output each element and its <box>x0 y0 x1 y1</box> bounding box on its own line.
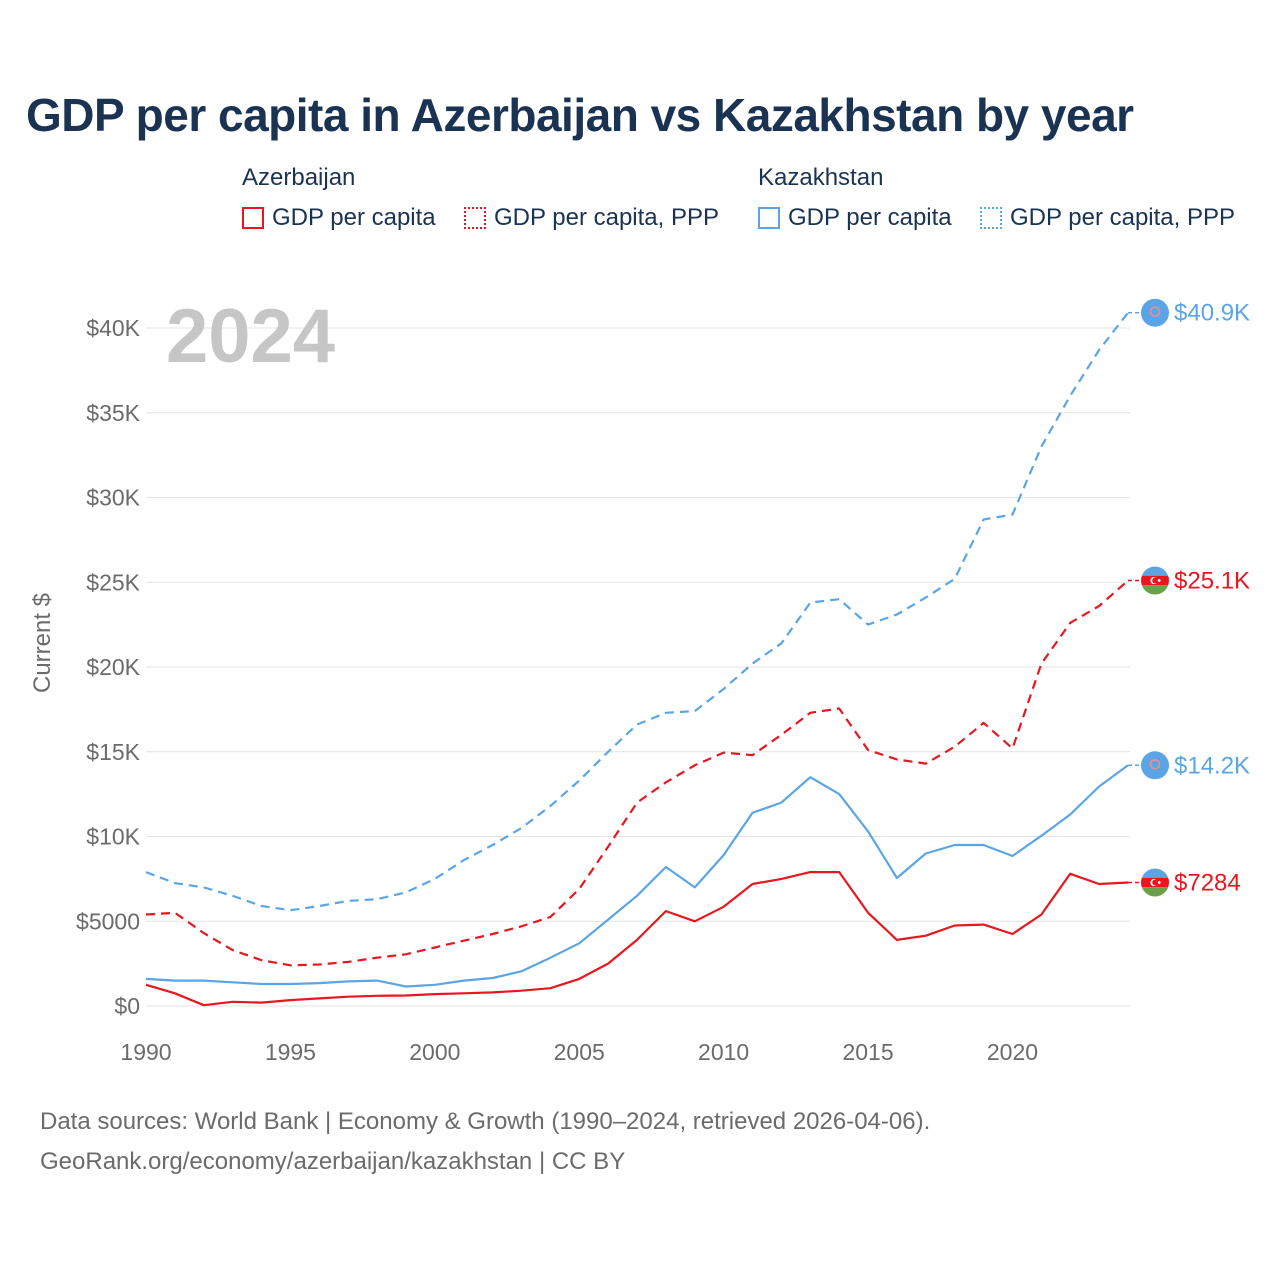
footer-sources: Data sources: World Bank | Economy & Gro… <box>40 1108 931 1135</box>
azerbaijan-flag-icon <box>1141 868 1169 897</box>
legend-item-kazakhstan-gdp-ppp[interactable]: GDP per capita, PPP <box>980 204 1235 232</box>
y-tick-label: $10K <box>86 824 140 850</box>
series-line-azerbaijan-gdp-per-capita <box>145 870 1129 1007</box>
y-tick-label: $15K <box>86 739 140 765</box>
x-tick-label: 2020 <box>987 1039 1038 1065</box>
y-tick-label: $30K <box>86 485 140 511</box>
y-tick-label: $0 <box>114 993 140 1019</box>
year-watermark: 2024 <box>166 294 335 379</box>
x-tick-label: 1990 <box>120 1039 171 1065</box>
series-line-kazakhstan-gdp-per-capita-ppp <box>145 312 1129 912</box>
y-tick-label: $20K <box>86 654 140 680</box>
legend-swatch-solid-red <box>242 207 264 229</box>
y-tick-label: $5000 <box>76 908 140 934</box>
legend-label: GDP per capita <box>788 204 952 231</box>
legend-swatch-dotted-red <box>464 207 486 229</box>
end-value-label: $40.9K <box>1174 300 1250 327</box>
series-end-markers: $40.9K $25.1K $14.2K $7284 <box>1128 298 1250 897</box>
series-line-kazakhstan-gdp-per-capita <box>145 764 1129 988</box>
flag-star <box>1157 579 1161 582</box>
legend-item-kazakhstan-gdp[interactable]: GDP per capita <box>758 204 952 232</box>
legend-label: GDP per capita, PPP <box>494 204 719 231</box>
series-lines <box>145 312 1129 1007</box>
legend-label: GDP per capita, PPP <box>1010 204 1235 231</box>
x-tick-label: 2015 <box>842 1039 893 1065</box>
legend-swatch-solid-blue <box>758 207 780 229</box>
chart-title: GDP per capita in Azerbaijan vs Kazakhst… <box>26 89 1134 141</box>
x-tick-label: 1995 <box>265 1039 316 1065</box>
end-value-label: $25.1K <box>1174 568 1250 595</box>
flag-crescent-cut <box>1152 879 1159 886</box>
kazakhstan-flag-icon <box>1141 751 1169 780</box>
y-axis-ticks: $0 $5000 $10K $15K $20K $25K $30K $35K $40K <box>76 315 141 1019</box>
legend-group-azerbaijan: Azerbaijan <box>242 164 356 191</box>
footer-credit: GeoRank.org/economy/azerbaijan/kazakhsta… <box>40 1148 626 1175</box>
legend-item-azerbaijan-gdp[interactable]: GDP per capita <box>242 204 436 232</box>
y-axis-label: Current $ <box>29 593 56 693</box>
kazakhstan-flag-icon <box>1141 298 1169 327</box>
x-tick-label: 2005 <box>554 1039 605 1065</box>
flag-star <box>1157 881 1161 884</box>
flag-sun-emblem <box>1149 759 1161 770</box>
legend-label: GDP per capita <box>272 204 436 231</box>
y-tick-label: $25K <box>86 569 140 595</box>
gridlines <box>146 327 1130 1007</box>
flag-sun-emblem <box>1149 306 1161 318</box>
x-tick-label: 2000 <box>409 1039 460 1065</box>
y-tick-label: $35K <box>86 400 140 426</box>
y-tick-label: $40K <box>86 315 140 341</box>
series-line-azerbaijan-gdp-per-capita-ppp <box>145 579 1129 967</box>
end-value-label: $7284 <box>1174 870 1241 897</box>
legend-swatch-dotted-blue <box>980 207 1002 229</box>
x-tick-label: 2010 <box>698 1039 749 1065</box>
end-value-label: $14.2K <box>1174 752 1250 779</box>
flag-crescent-cut <box>1152 577 1159 584</box>
legend-item-azerbaijan-gdp-ppp[interactable]: GDP per capita, PPP <box>464 204 719 232</box>
azerbaijan-flag-icon <box>1141 566 1169 595</box>
legend-group-kazakhstan: Kazakhstan <box>758 164 884 191</box>
x-axis-ticks: 1990 1995 2000 2005 2010 2015 2020 <box>120 1039 1038 1065</box>
